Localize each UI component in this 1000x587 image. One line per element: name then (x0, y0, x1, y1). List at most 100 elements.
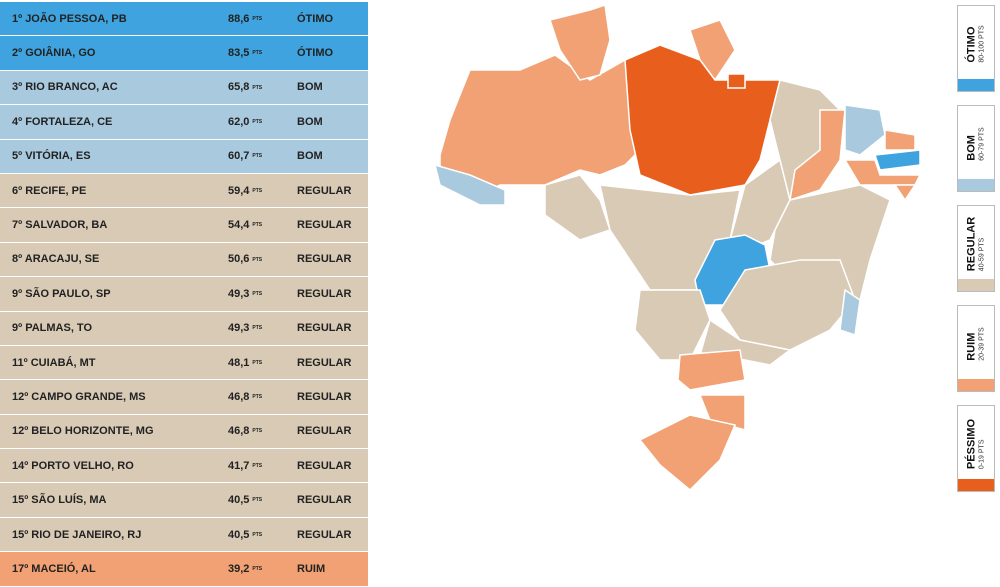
legend-range: 80-100 PTS (978, 25, 986, 63)
score: 83,5 PTS (228, 47, 263, 60)
table-row: 11º CUIABÁ, MT 48,1 PTS REGULAR (0, 345, 368, 381)
legend-item: PÉSSIMO 0-19 PTS (957, 405, 995, 492)
unit: PTS (252, 566, 263, 573)
city: 6º RECIFE, PE (12, 184, 87, 197)
city: 3º RIO BRANCO, AC (12, 81, 118, 94)
state (873, 149, 921, 171)
city: 1º JOÃO PESSOA, PB (12, 12, 127, 25)
table-row: 15º RIO DE JANEIRO, RJ 40,5 PTS REGULAR (0, 517, 368, 553)
score: 65,8 PTS (228, 81, 263, 94)
rating: REGULAR (297, 425, 352, 438)
legend-range: 20-39 PTS (978, 327, 986, 361)
unit: PTS (252, 153, 263, 160)
score: 62,0 PTS (228, 115, 263, 128)
state (677, 349, 746, 391)
rating: ÓTIMO (297, 12, 334, 25)
state (638, 414, 737, 492)
rating: REGULAR (297, 253, 352, 266)
city: 12º CAMPO GRANDE, MS (12, 390, 146, 403)
rating: REGULAR (297, 390, 352, 403)
legend-item: REGULAR 40-59 PTS (957, 205, 995, 292)
score: 41,7 PTS (228, 459, 263, 472)
city: 11º CUIABÁ, MT (12, 356, 96, 369)
state (624, 44, 781, 196)
legend-swatch (958, 279, 994, 291)
rating: REGULAR (297, 528, 352, 541)
legend-text: REGULAR 40-59 PTS (965, 216, 986, 272)
city: 15º SÃO LUÍS, MA (12, 494, 107, 507)
legend-item: BOM 60-79 PTS (957, 105, 995, 192)
unit: PTS (252, 497, 263, 504)
rating: BOM (297, 115, 323, 128)
legend-range: 60-79 PTS (978, 127, 986, 161)
legend-text: RUIM 20-39 PTS (965, 327, 986, 361)
score: 59,4 PTS (228, 184, 263, 197)
table-row: 1º JOÃO PESSOA, PB 88,6 PTS ÓTIMO (0, 2, 368, 37)
score: 40,5 PTS (228, 494, 263, 507)
city: 8º ARACAJU, SE (12, 253, 100, 266)
table-row: 4º FORTALEZA, CE 62,0 PTS BOM (0, 105, 368, 140)
score: 39,2 PTS (228, 562, 263, 575)
unit: PTS (252, 359, 263, 366)
state (727, 73, 746, 89)
unit: PTS (252, 290, 263, 297)
state (689, 19, 736, 82)
legend-name: RUIM (965, 332, 978, 361)
legend-swatch (958, 179, 994, 191)
unit: PTS (252, 462, 263, 469)
score: 40,5 PTS (228, 528, 263, 541)
ranking-table: 1º JOÃO PESSOA, PB 88,6 PTS ÓTIMO 2º GOIÂNIA… (0, 2, 368, 587)
legend-item: RUIM 20-39 PTS (957, 305, 995, 392)
score: 46,8 PTS (228, 425, 263, 438)
rating: REGULAR (297, 322, 352, 335)
rating: REGULAR (297, 219, 352, 232)
city: 17º MACEIÓ, AL (12, 562, 96, 575)
state (719, 259, 856, 351)
legend-text: ÓTIMO 80-100 PTS (965, 25, 986, 63)
rating: REGULAR (297, 184, 352, 197)
rating: BOM (297, 150, 323, 163)
table-row: 9º PALMAS, TO 49,3 PTS REGULAR (0, 311, 368, 346)
table-row: 9º SÃO PAULO, SP 49,3 PTS REGULAR (0, 277, 368, 312)
state (884, 129, 916, 151)
legend-swatch (958, 379, 994, 391)
city: 12º BELO HORIZONTE, MG (12, 425, 154, 438)
rating: ÓTIMO (297, 47, 334, 60)
city: 7º SALVADOR, BA (12, 219, 108, 232)
brazil-map (433, 4, 922, 492)
score: 49,3 PTS (228, 322, 263, 335)
unit: PTS (252, 118, 263, 125)
state (549, 4, 611, 81)
score: 54,4 PTS (228, 219, 263, 232)
city: 5º VITÓRIA, ES (12, 150, 91, 163)
legend-swatch (958, 479, 994, 491)
score: 46,8 PTS (228, 390, 263, 403)
rating: RUIM (297, 562, 326, 575)
unit: PTS (252, 531, 263, 538)
rating: BOM (297, 81, 323, 94)
legend-range: 0-19 PTS (978, 439, 986, 470)
score: 88,6 PTS (228, 12, 263, 25)
rating: REGULAR (297, 494, 352, 507)
score: 60,7 PTS (228, 150, 263, 163)
legend-text: BOM 60-79 PTS (965, 127, 986, 161)
state (839, 288, 861, 336)
table-row: 5º VITÓRIA, ES 60,7 PTS BOM (0, 139, 368, 174)
unit: PTS (252, 84, 263, 91)
unit: PTS (252, 187, 263, 194)
state (433, 163, 506, 206)
legend-name: ÓTIMO (965, 26, 978, 63)
legend-name: PÉSSIMO (965, 418, 978, 470)
unit: PTS (252, 15, 263, 22)
unit: PTS (252, 222, 263, 229)
rating: REGULAR (297, 459, 352, 472)
unit: PTS (252, 394, 263, 401)
table-row: 14º PORTO VELHO, RO 41,7 PTS REGULAR (0, 449, 368, 484)
state (844, 104, 886, 156)
legend-name: REGULAR (965, 216, 978, 272)
legend-name: BOM (965, 135, 978, 161)
unit: PTS (252, 256, 263, 263)
legend-swatch (958, 79, 994, 91)
city: 4º FORTALEZA, CE (12, 115, 113, 128)
